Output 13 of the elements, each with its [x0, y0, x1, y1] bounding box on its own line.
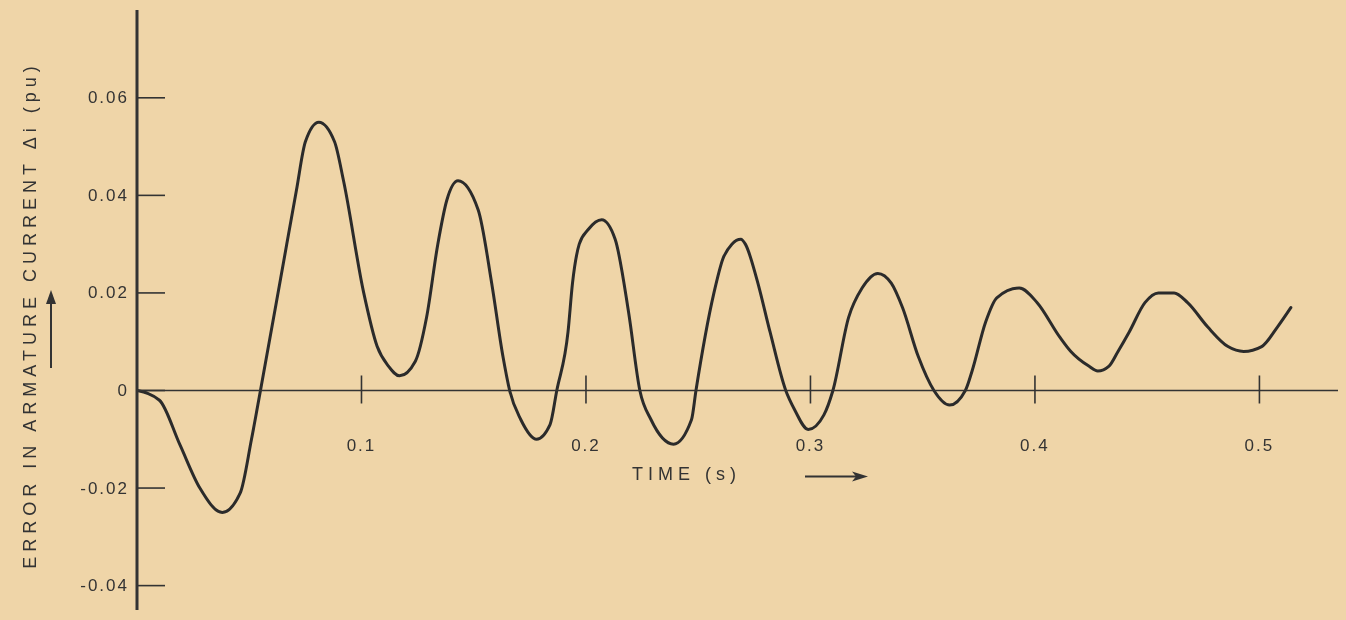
x-tick-label: 0.1 — [346, 435, 377, 455]
x-tick-label: 0.5 — [1244, 435, 1275, 455]
x-tick-label: 0.2 — [571, 435, 601, 455]
y-tick-label: 0.04 — [87, 185, 129, 205]
y-axis-title: ERROR IN ARMATURE CURRENT Δi (pu) — [20, 61, 40, 569]
y-tick-label: 0.02 — [87, 283, 129, 303]
y-tick-label: 0 — [117, 380, 129, 400]
y-tick-label: 0.06 — [87, 88, 129, 108]
x-axis-title: TIME (s) — [632, 464, 741, 485]
x-tick-label: 0.3 — [795, 435, 826, 455]
y-tick-label: -0.04 — [80, 576, 129, 596]
y-tick-label: -0.02 — [80, 478, 129, 498]
x-tick-label: 0.4 — [1020, 435, 1050, 455]
